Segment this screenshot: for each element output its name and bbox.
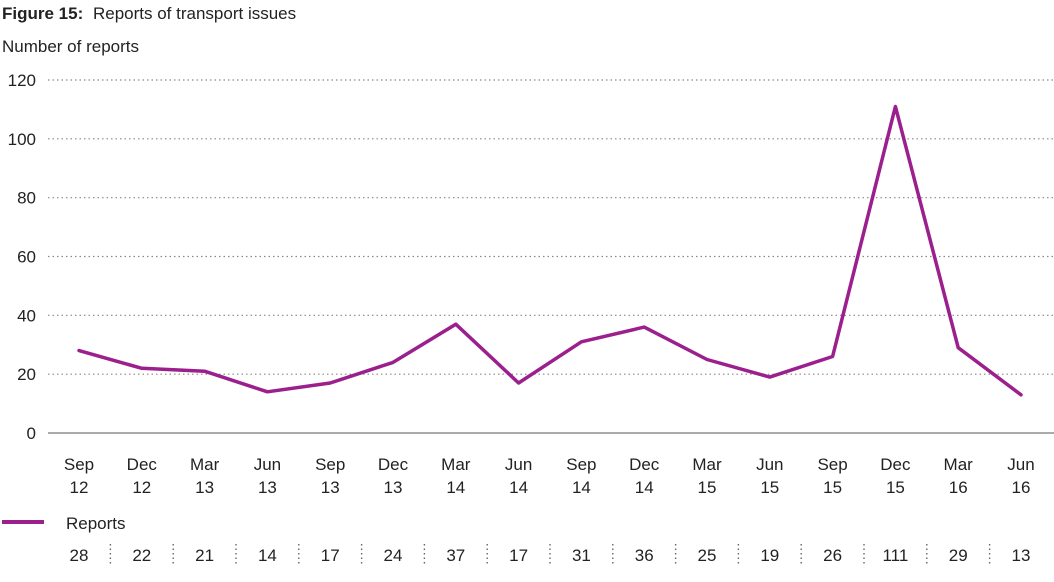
figure-number: Figure 15: — [2, 4, 83, 23]
x-tick-label-year-2: 13 — [195, 478, 214, 497]
x-tick-label-year-9: 14 — [635, 478, 654, 497]
x-tick-label-year-8: 14 — [572, 478, 591, 497]
x-tick-label-month-14: Mar — [944, 455, 974, 474]
x-tick-label-month-10: Mar — [692, 455, 722, 474]
x-tick-label-year-11: 15 — [760, 478, 779, 497]
x-tick-label-year-5: 13 — [384, 478, 403, 497]
x-tick-label-year-10: 15 — [698, 478, 717, 497]
data-cell-0: 28 — [70, 546, 89, 565]
data-table-row: 28 22 21 14 17 24 37 17 31 36 25 19 26 111 29 13 — [70, 544, 1031, 566]
data-cell-15: 13 — [1012, 546, 1031, 565]
x-tick-label-year-15: 16 — [1012, 478, 1031, 497]
data-cell-8: 31 — [572, 546, 591, 565]
x-tick-label-month-12: Sep — [817, 455, 847, 474]
x-tick-label-month-6: Mar — [441, 455, 471, 474]
y-axis-label: Number of reports — [2, 37, 139, 56]
data-cell-11: 19 — [760, 546, 779, 565]
x-tick-label-month-15: Jun — [1007, 455, 1034, 474]
legend-label-reports: Reports — [66, 514, 126, 533]
data-cell-2: 21 — [195, 546, 214, 565]
y-tick-label-100: 100 — [8, 130, 36, 149]
legend: Reports — [2, 514, 126, 533]
x-tick-label-year-0: 12 — [70, 478, 89, 497]
data-cell-10: 25 — [698, 546, 717, 565]
x-tick-label-year-4: 13 — [321, 478, 340, 497]
data-cell-4: 17 — [321, 546, 340, 565]
x-tick-label-year-12: 15 — [823, 478, 842, 497]
x-tick-label-year-13: 15 — [886, 478, 905, 497]
x-tick-label-month-9: Dec — [629, 455, 660, 474]
x-tick-label-month-11: Jun — [756, 455, 783, 474]
y-tick-label-80: 80 — [17, 189, 36, 208]
data-cell-13: 111 — [882, 546, 908, 565]
x-axis-ticks: Sep 12 Dec 12 Mar 13 Jun 13 Sep 13 Dec 13 Mar 14 Jun 14… — [64, 455, 1035, 497]
data-cell-1: 22 — [132, 546, 151, 565]
x-tick-label-year-1: 12 — [132, 478, 151, 497]
y-tick-label-40: 40 — [17, 306, 36, 325]
data-cell-6: 37 — [446, 546, 465, 565]
x-tick-label-month-3: Jun — [254, 455, 281, 474]
x-tick-label-month-4: Sep — [315, 455, 345, 474]
y-axis-ticks: 0 20 40 60 80 100 120 — [8, 71, 36, 443]
series-reports — [77, 104, 1023, 397]
x-tick-label-month-8: Sep — [566, 455, 596, 474]
x-tick-label-month-5: Dec — [378, 455, 409, 474]
x-tick-label-year-6: 14 — [446, 478, 465, 497]
x-tick-label-month-7: Jun — [505, 455, 532, 474]
y-tick-label-120: 120 — [8, 71, 36, 90]
data-cell-12: 26 — [823, 546, 842, 565]
data-cell-3: 14 — [258, 546, 277, 565]
x-tick-label-month-0: Sep — [64, 455, 94, 474]
x-tick-label-year-7: 14 — [509, 478, 528, 497]
data-cell-5: 24 — [384, 546, 403, 565]
x-tick-label-year-14: 16 — [949, 478, 968, 497]
x-tick-label-month-2: Mar — [190, 455, 220, 474]
y-tick-label-60: 60 — [17, 248, 36, 267]
x-tick-label-month-1: Dec — [127, 455, 158, 474]
series-line-reports — [77, 104, 1023, 397]
chart-title: Figure 15: Reports of transport issues — [2, 4, 296, 23]
y-tick-label-0: 0 — [27, 424, 36, 443]
x-tick-label-month-13: Dec — [880, 455, 911, 474]
y-tick-label-20: 20 — [17, 365, 36, 384]
data-cell-14: 29 — [949, 546, 968, 565]
data-cell-9: 36 — [635, 546, 654, 565]
chart-title-text: Reports of transport issues — [93, 4, 296, 23]
data-cell-7: 17 — [509, 546, 528, 565]
x-tick-label-year-3: 13 — [258, 478, 277, 497]
